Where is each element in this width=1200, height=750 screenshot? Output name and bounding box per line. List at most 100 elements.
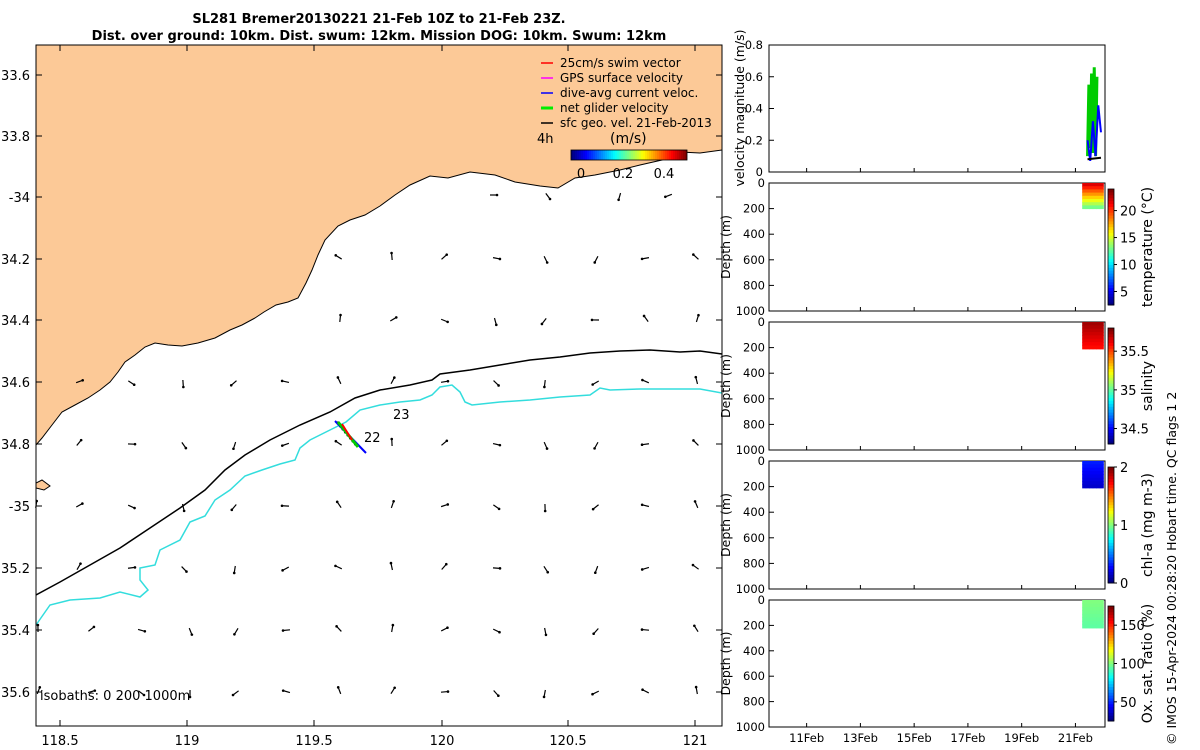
- depth-tick-label-1-5: 1000: [736, 304, 765, 318]
- profile-cell-4: [1092, 620, 1097, 625]
- colorbar-cell-2: [1108, 388, 1114, 393]
- profile-cell-1: [1099, 189, 1104, 194]
- colorbar-cell-1: [1108, 276, 1114, 280]
- isobath-1000m: [36, 384, 722, 626]
- colorbar-cell-1: [1108, 299, 1114, 303]
- colorbar-cell-3: [1108, 475, 1114, 480]
- colorbar-tick-label-2-2: 35.5: [1120, 345, 1149, 360]
- colorbar-cell-4: [1108, 675, 1114, 679]
- depth-tick-label-3-0: 0: [758, 454, 765, 468]
- colorbar-cell-2: [1108, 330, 1114, 335]
- colorbar-tick-label-4-2: 150: [1120, 619, 1145, 634]
- map-colorbar-cell: [619, 150, 622, 160]
- colorbar-cell-2: [1108, 415, 1114, 419]
- profile-cell-2: [1082, 325, 1087, 330]
- depth-tick-label-1-1: 200: [743, 202, 765, 216]
- profile-cell-4: [1085, 606, 1090, 611]
- colorbar-cell-4: [1108, 623, 1114, 627]
- profile-cell-3: [1082, 481, 1087, 486]
- profile-cell-4: [1092, 624, 1097, 629]
- velocity-ytick-label-2: 0.4: [745, 102, 763, 116]
- map-colorbar-cell: [611, 150, 614, 160]
- x-tick-label-4: 19Feb: [1004, 731, 1039, 745]
- profile-cell-3: [1099, 467, 1104, 472]
- colorbar-cell-4: [1108, 712, 1114, 716]
- map-colorbar-cell: [579, 150, 582, 160]
- map-colorbar-cell: [669, 150, 672, 160]
- colorbar-cell-3: [1108, 469, 1114, 474]
- profile-cell-4: [1085, 603, 1090, 608]
- x-tick-label-5: 21Feb: [1058, 731, 1093, 745]
- profile-cell-2: [1085, 338, 1090, 343]
- profile-cell-1: [1085, 186, 1090, 190]
- depth-tick-label-1-0: 0: [758, 176, 765, 190]
- geo-vel-arrow: [337, 377, 342, 385]
- profile-cell-2: [1089, 345, 1094, 350]
- profile-cell-4: [1096, 613, 1101, 618]
- x-tick-label-3: 17Feb: [950, 731, 985, 745]
- colorbar-cell-4: [1108, 643, 1114, 647]
- colorbar-cell-2: [1108, 339, 1114, 343]
- colorbar-cell-4: [1108, 703, 1114, 708]
- geo-vel-arrow: [127, 504, 135, 509]
- colorbar-tick-label-2-1: 35: [1120, 384, 1137, 399]
- profile-cell-3: [1085, 474, 1090, 479]
- colorbar-cell-2: [1108, 359, 1114, 364]
- geo-vel-arrow: [181, 566, 187, 573]
- profile-cell-4: [1096, 620, 1101, 625]
- profile-cell-1: [1092, 202, 1097, 206]
- colorbar-cell-2: [1108, 397, 1114, 401]
- profile-cell-1: [1085, 199, 1090, 203]
- profile-cell-1: [1089, 195, 1094, 200]
- colorbar-cell-4: [1108, 683, 1114, 687]
- colorbar-cell-3: [1108, 467, 1114, 471]
- colorbar-cell-1: [1108, 229, 1114, 233]
- profile-cell-3: [1082, 484, 1087, 489]
- x-tick-label-2: 15Feb: [897, 731, 932, 745]
- profile-cell-2: [1089, 332, 1094, 336]
- colorbar-cell-2: [1108, 377, 1114, 381]
- colorbar-cell-2: [1108, 426, 1114, 430]
- depth-tick-label-2-0: 0: [758, 315, 765, 329]
- profile-cell-1: [1089, 192, 1094, 197]
- colorbar-cell-4: [1108, 631, 1114, 636]
- colorbar-cell-3: [1108, 559, 1114, 564]
- colorbar-tick-label-3-1: 1: [1120, 519, 1128, 534]
- colorbar-cell-3: [1108, 481, 1114, 485]
- profile-cell-2: [1096, 335, 1101, 340]
- profile-cell-3: [1082, 461, 1087, 465]
- geo-vel-arrow: [493, 690, 499, 697]
- map-colorbar-cell: [647, 150, 650, 160]
- geo-vel-arrow: [492, 628, 500, 633]
- geo-vel-arrow: [87, 690, 95, 694]
- geo-vel-arrow: [282, 566, 290, 571]
- profile-cell-4: [1096, 617, 1101, 622]
- colorbar-tick-label-4-0: 50: [1120, 696, 1137, 711]
- profile-panel-frame-4: [768, 599, 1106, 728]
- colorbar-cell-2: [1108, 328, 1114, 332]
- profile-cell-2: [1096, 328, 1101, 333]
- profile-cell-2: [1082, 342, 1087, 347]
- profile-cell-1: [1092, 205, 1097, 210]
- geo-vel-arrow: [441, 440, 448, 446]
- map-colorbar-cell: [605, 150, 608, 160]
- profile-cell-4: [1096, 603, 1101, 608]
- profile-cell-3: [1096, 477, 1101, 482]
- profile-cell-1: [1089, 189, 1094, 194]
- profile-cell-2: [1082, 332, 1087, 336]
- colorbar-frame-1: [1107, 188, 1115, 306]
- lat-tick-label-2: -34: [9, 191, 30, 206]
- colorbar-cell-4: [1108, 677, 1114, 682]
- colorbar-cell-4: [1108, 646, 1114, 650]
- depth-tick-label-3-5: 1000: [736, 582, 765, 596]
- map-colorbar-cell: [659, 150, 662, 160]
- geo-vel-arrow: [440, 690, 449, 693]
- colorbar-cell-2: [1108, 333, 1114, 338]
- map-colorbar-cell: [667, 150, 670, 160]
- colorbar-cell-1: [1108, 241, 1114, 245]
- geo-vel-arrow: [281, 380, 290, 384]
- x-tick-label-1: 13Feb: [843, 731, 878, 745]
- geo-vel-arrow: [335, 440, 342, 446]
- profile-cell-4: [1099, 613, 1104, 618]
- profile-cell-3: [1096, 481, 1101, 486]
